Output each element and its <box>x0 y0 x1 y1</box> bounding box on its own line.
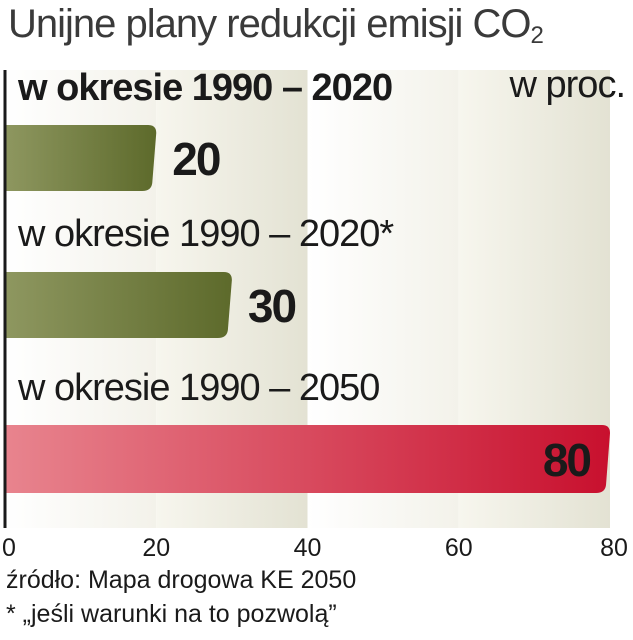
x-tick-label: 40 <box>294 534 322 562</box>
category-label: w okresie 1990 – 2020* <box>17 213 394 255</box>
category-label: w okresie 1990 – 2020 <box>17 67 392 109</box>
data-label: 30 <box>248 280 296 332</box>
bar <box>5 125 157 191</box>
chart-title-subscript: 2 <box>530 22 544 49</box>
chart-title: Unijne plany redukcji emisji CO2 <box>8 2 544 50</box>
category-label: w okresie 1990 – 2050 <box>17 367 379 409</box>
axis: 0 20 40 60 80 <box>2 70 628 562</box>
x-tick-label: 0 <box>2 534 16 562</box>
bar <box>5 425 610 493</box>
x-tick-label: 80 <box>600 534 628 562</box>
footnote: * „jeśli warunki na to pozwolą” <box>6 600 337 628</box>
data-label: 80 <box>543 434 591 486</box>
bar <box>5 272 232 338</box>
source-note: źródło: Mapa drogowa KE 2050 <box>6 566 357 594</box>
x-tick-label: 60 <box>445 534 473 562</box>
chart-title-text: Unijne plany redukcji emisji CO <box>8 2 532 46</box>
labels: 20 w okresie 1990 – 2020 30 w okresie 1990 … <box>17 67 592 486</box>
unit-label: w proc. <box>509 64 626 106</box>
x-tick-label: 20 <box>142 534 170 562</box>
data-label: 20 <box>172 133 220 185</box>
bars <box>5 125 610 493</box>
